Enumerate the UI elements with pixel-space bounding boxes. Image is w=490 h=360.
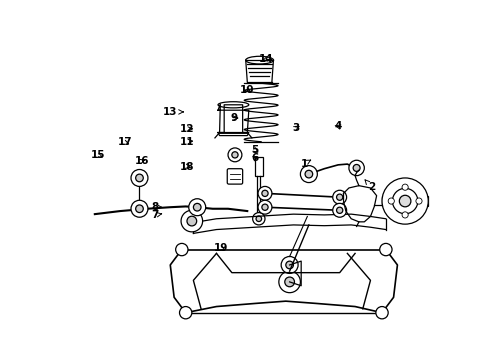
Circle shape	[181, 210, 203, 232]
Text: 10: 10	[240, 85, 255, 95]
Bar	[255, 157, 263, 176]
Circle shape	[392, 188, 418, 214]
Text: 19: 19	[214, 243, 228, 253]
Circle shape	[258, 186, 272, 200]
Circle shape	[131, 170, 148, 186]
Circle shape	[337, 207, 343, 213]
Circle shape	[333, 190, 346, 204]
Circle shape	[194, 203, 201, 211]
Circle shape	[300, 166, 318, 183]
Circle shape	[333, 203, 346, 217]
Text: 3: 3	[293, 123, 300, 133]
Circle shape	[187, 216, 196, 226]
Circle shape	[402, 212, 408, 218]
Circle shape	[279, 271, 300, 293]
Circle shape	[416, 198, 422, 204]
Circle shape	[388, 198, 394, 204]
Circle shape	[256, 216, 262, 221]
Text: 11: 11	[180, 136, 194, 147]
Ellipse shape	[245, 56, 273, 64]
Circle shape	[136, 174, 143, 182]
Text: 17: 17	[118, 138, 132, 148]
Circle shape	[232, 152, 238, 158]
Circle shape	[399, 195, 411, 207]
Bar	[382, 197, 428, 206]
Circle shape	[353, 165, 360, 171]
Text: 13: 13	[163, 107, 183, 117]
Circle shape	[380, 243, 392, 256]
Circle shape	[136, 205, 143, 212]
Text: 2: 2	[365, 180, 375, 192]
Circle shape	[262, 204, 268, 210]
Text: 1: 1	[300, 159, 311, 169]
Text: 4: 4	[334, 121, 342, 131]
Text: 6: 6	[251, 153, 259, 163]
Circle shape	[402, 184, 408, 190]
Circle shape	[258, 200, 272, 214]
Text: 8: 8	[151, 202, 162, 212]
Circle shape	[305, 170, 313, 178]
Circle shape	[286, 261, 294, 269]
FancyBboxPatch shape	[227, 169, 243, 184]
Circle shape	[228, 148, 242, 162]
Text: 18: 18	[180, 162, 194, 172]
Text: 7: 7	[151, 210, 162, 220]
Circle shape	[349, 160, 365, 176]
Circle shape	[262, 190, 268, 197]
Circle shape	[376, 306, 388, 319]
Circle shape	[179, 306, 192, 319]
Text: 5: 5	[251, 145, 259, 155]
Circle shape	[189, 199, 206, 216]
Text: 9: 9	[231, 113, 238, 123]
Text: 12: 12	[180, 124, 194, 134]
Circle shape	[285, 277, 294, 287]
Ellipse shape	[218, 102, 249, 108]
Circle shape	[382, 178, 428, 224]
Text: 15: 15	[91, 150, 105, 161]
Circle shape	[131, 200, 148, 217]
Text: 14: 14	[259, 54, 273, 64]
Text: 16: 16	[134, 156, 149, 166]
Circle shape	[337, 194, 343, 200]
Circle shape	[253, 213, 265, 225]
Circle shape	[281, 256, 298, 274]
Circle shape	[176, 243, 188, 256]
